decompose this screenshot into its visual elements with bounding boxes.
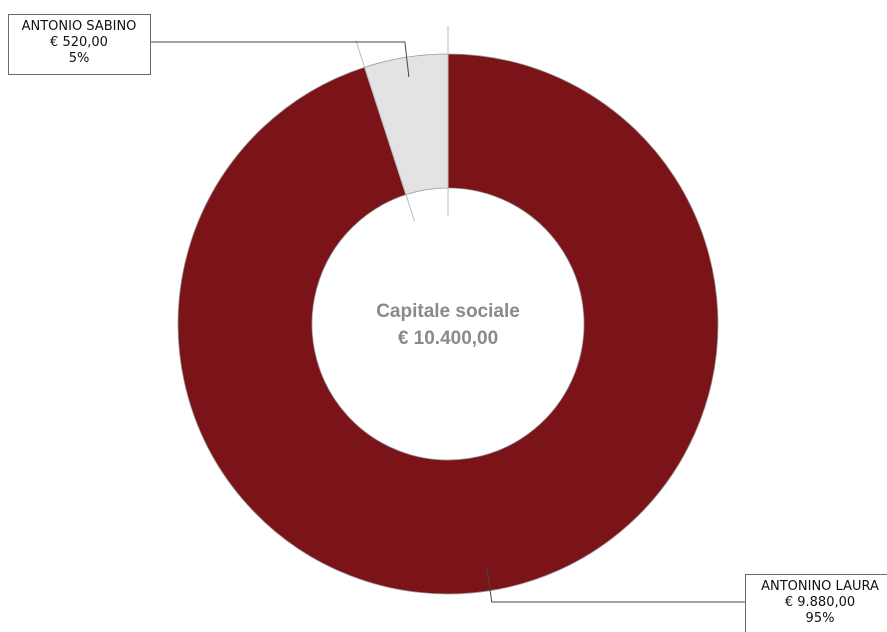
center-label: Capitale sociale € 10.400,00	[376, 301, 520, 349]
slice-name: ANTONINO LAURA	[761, 579, 879, 594]
slice-label-antonio-sabino: ANTONIO SABINO€ 520,005%	[8, 14, 410, 78]
label-box	[8, 14, 151, 75]
slice-value: € 520,00	[50, 35, 108, 50]
guide-lines	[355, 26, 449, 222]
label-box	[745, 574, 887, 632]
center-value: € 10.400,00	[398, 328, 498, 349]
center-title: Capitale sociale	[376, 301, 520, 322]
slice-percent: 95%	[806, 611, 835, 626]
slice-value: € 9.880,00	[785, 595, 855, 610]
slice-boundary-guide	[355, 40, 416, 222]
leader-line	[486, 568, 745, 603]
slice-percent: 5%	[69, 51, 90, 66]
slice-antonino-laura	[177, 53, 719, 595]
donut-slices	[177, 53, 719, 595]
leader-line	[150, 41, 410, 78]
slice-name: ANTONIO SABINO	[22, 19, 137, 34]
